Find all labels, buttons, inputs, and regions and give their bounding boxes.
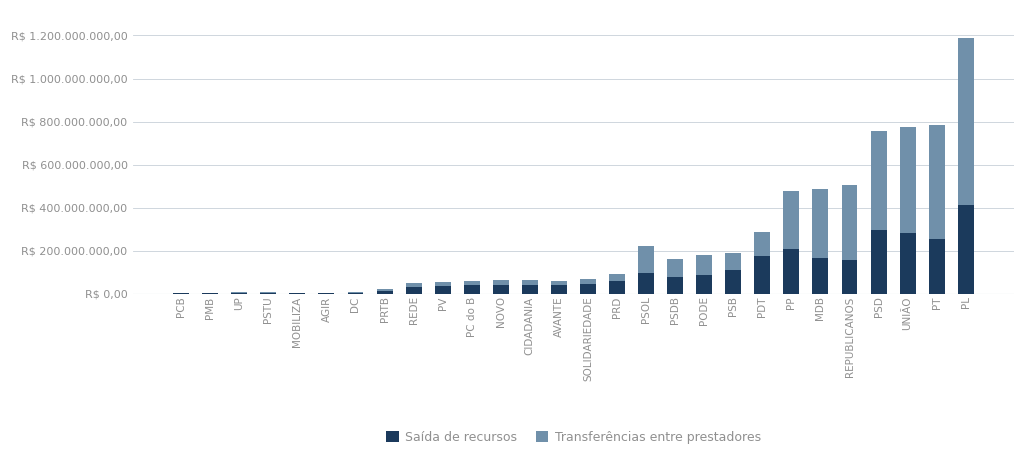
Bar	[580, 284, 596, 294]
Bar	[406, 283, 422, 287]
Bar	[318, 293, 335, 294]
Bar	[347, 293, 364, 294]
Bar	[638, 246, 654, 273]
Bar	[522, 285, 538, 294]
Bar	[434, 286, 451, 294]
Bar	[755, 256, 770, 294]
Bar	[668, 277, 683, 294]
Bar	[377, 291, 392, 294]
Bar	[609, 274, 625, 281]
Bar	[696, 255, 713, 275]
Bar	[551, 285, 567, 294]
Bar	[493, 285, 509, 294]
Bar	[668, 259, 683, 277]
Bar	[957, 206, 974, 294]
Bar	[434, 282, 451, 286]
Bar	[725, 270, 741, 294]
Bar	[783, 249, 800, 294]
Bar	[609, 281, 625, 294]
Bar	[842, 185, 857, 260]
Bar	[406, 287, 422, 294]
Bar	[464, 285, 479, 294]
Bar	[957, 38, 974, 206]
Bar	[870, 230, 887, 294]
Bar	[638, 273, 654, 294]
Legend: Saída de recursos, Transferências entre prestadores: Saída de recursos, Transferências entre …	[381, 425, 766, 449]
Bar	[929, 125, 945, 239]
Bar	[725, 253, 741, 270]
Bar	[551, 281, 567, 285]
Bar	[260, 292, 276, 293]
Bar	[493, 280, 509, 285]
Bar	[260, 293, 276, 294]
Bar	[347, 292, 364, 293]
Bar	[900, 233, 915, 294]
Bar	[929, 239, 945, 294]
Bar	[755, 232, 770, 256]
Bar	[812, 258, 828, 294]
Bar	[870, 131, 887, 230]
Bar	[900, 127, 915, 233]
Bar	[522, 280, 538, 285]
Bar	[696, 275, 713, 294]
Bar	[812, 189, 828, 258]
Bar	[580, 279, 596, 284]
Bar	[231, 292, 247, 293]
Bar	[464, 281, 479, 285]
Bar	[842, 260, 857, 294]
Bar	[377, 289, 392, 291]
Bar	[783, 192, 800, 249]
